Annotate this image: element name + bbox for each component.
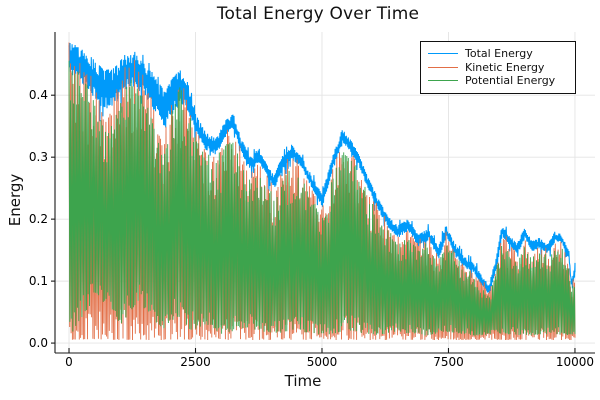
legend-label: Total Energy <box>465 47 533 61</box>
x-tick-label: 2500 <box>180 355 211 369</box>
y-tick-label: 0.3 <box>28 150 48 165</box>
legend-line-sample <box>428 66 458 68</box>
legend-entry-potential-energy: Potential Energy <box>428 74 575 88</box>
x-tick-label: 5000 <box>306 355 338 369</box>
legend: Total Energy Kinetic Energy Potential Ener… <box>420 41 576 94</box>
legend-entry-total-energy: Total Energy <box>428 47 575 61</box>
x-axis-label: Time <box>284 372 322 390</box>
series-total-energy <box>68 42 576 294</box>
series-potential-energy <box>68 60 576 336</box>
y-tick-label: 0.4 <box>28 88 48 103</box>
legend-line-sample <box>428 53 458 55</box>
x-tick-label: 0 <box>65 355 73 369</box>
legend-label: Potential Energy <box>465 74 556 88</box>
y-tick-label: 0.1 <box>28 274 48 289</box>
x-tick-label: 10000 <box>555 355 595 369</box>
legend-line-sample <box>428 80 458 82</box>
chart-title: Total Energy Over Time <box>216 4 420 24</box>
legend-label: Kinetic Energy <box>465 60 545 74</box>
y-tick-label: 0.0 <box>28 336 48 351</box>
legend-entry-kinetic-energy: Kinetic Energy <box>428 61 575 75</box>
y-tick-label: 0.2 <box>28 212 48 227</box>
x-tick-label: 7500 <box>433 355 464 369</box>
